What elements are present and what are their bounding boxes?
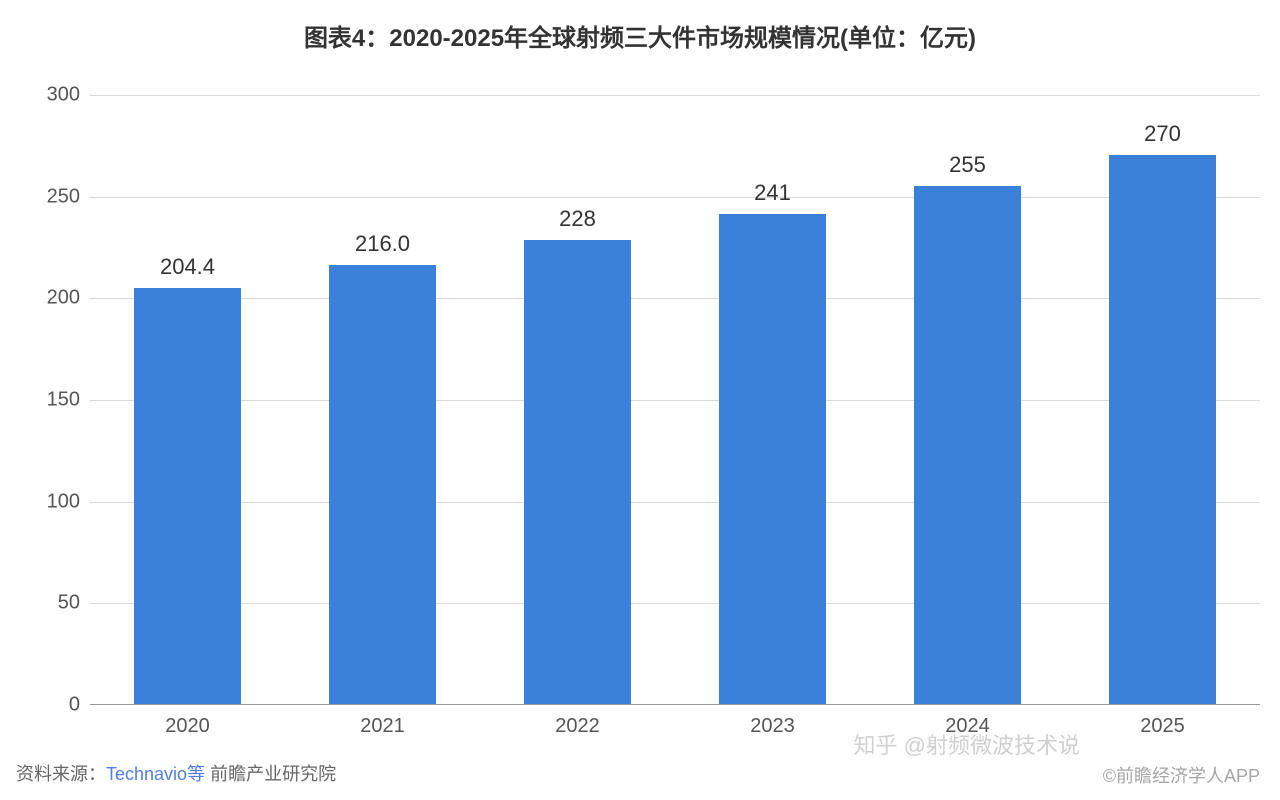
plot-area: 204.4216.0228241255270 (90, 95, 1260, 705)
bar (329, 265, 436, 704)
y-tick-label: 0 (10, 694, 80, 717)
bar-slot: 241 (719, 94, 826, 704)
bars-group: 204.4216.0228241255270 (90, 95, 1260, 704)
bar (1109, 155, 1216, 704)
x-tick-label: 2025 (1140, 715, 1185, 738)
bar-value-label: 270 (1055, 121, 1270, 147)
y-tick-label: 100 (10, 490, 80, 513)
bar-value-label: 255 (860, 152, 1075, 178)
bar (914, 186, 1021, 705)
y-tick-label: 250 (10, 185, 80, 208)
x-tick-label: 2021 (360, 715, 405, 738)
y-tick-label: 200 (10, 287, 80, 310)
bar-slot: 204.4 (134, 94, 241, 704)
bar (719, 214, 826, 704)
bar-value-label: 228 (470, 206, 685, 232)
attribution-right: ©前瞻经济学人APP (1103, 762, 1260, 788)
x-tick-label: 2023 (750, 715, 795, 738)
source-line: 资料来源：Technavio等 前瞻产业研究院 (16, 760, 336, 786)
bar-value-label: 216.0 (275, 231, 490, 257)
x-tick-label: 2020 (165, 715, 210, 738)
chart-title: 图表4：2020-2025年全球射频三大件市场规模情况(单位：亿元) (0, 18, 1280, 53)
source-suffix: 前瞻产业研究院 (205, 764, 336, 784)
source-prefix: 资料来源： (16, 764, 106, 784)
watermark-center: 知乎 @射频微波技术说 (854, 728, 1080, 760)
bar (524, 240, 631, 704)
y-tick-label: 300 (10, 84, 80, 107)
bar-slot: 255 (914, 94, 1021, 704)
bar-slot: 228 (524, 94, 631, 704)
chart-container: 图表4：2020-2025年全球射频三大件市场规模情况(单位：亿元) 0 50 10… (0, 0, 1280, 800)
bar-slot: 216.0 (329, 94, 436, 704)
bar-value-label: 241 (665, 180, 880, 206)
bar-slot: 270 (1109, 94, 1216, 704)
x-tick-label: 2022 (555, 715, 600, 738)
y-tick-label: 150 (10, 389, 80, 412)
y-tick-label: 50 (10, 592, 80, 615)
bar-value-label: 204.4 (80, 254, 295, 280)
source-link: Technavio等 (106, 764, 205, 784)
bar (134, 288, 241, 704)
